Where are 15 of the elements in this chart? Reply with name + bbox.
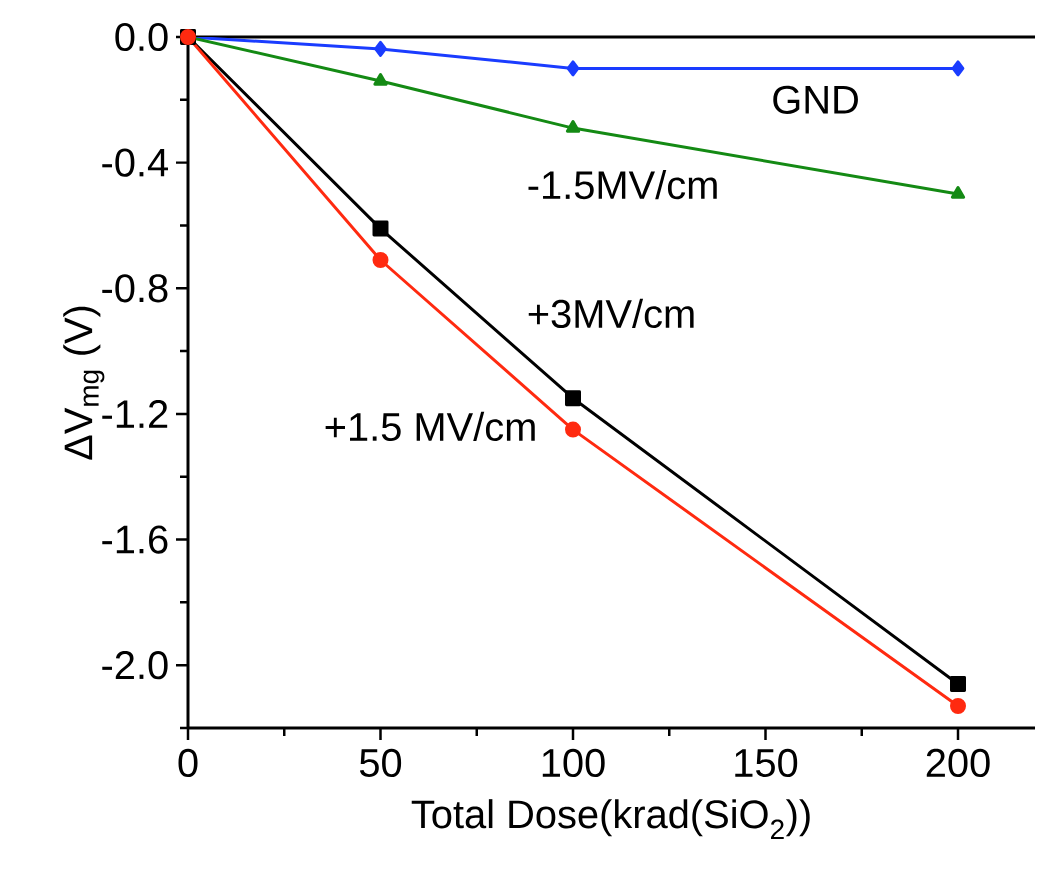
x-tick-label: 0 [178, 748, 198, 778]
y-tick-label: -0.4 [102, 148, 169, 177]
x-tick-label: 50 [359, 748, 402, 778]
y-tick-label: 0.0 [115, 22, 168, 52]
series-label: GND [773, 85, 858, 114]
y-tick-label: -2.0 [102, 651, 168, 680]
x-tick-label: 150 [735, 748, 798, 778]
series-label: +1.5 MV/cm [325, 411, 535, 442]
x-tick-label: 200 [926, 748, 990, 778]
x-tick-label: 100 [542, 748, 605, 778]
x-axis-title: Total Dose(krad(SiO$_{2}$)) [411, 799, 810, 839]
y-tick-label: -0.8 [102, 274, 168, 303]
series-label: -1.5MV/cm [528, 169, 717, 200]
series-label: +3MV/cm [528, 298, 694, 329]
y-tick-label: -1.6 [102, 525, 168, 554]
